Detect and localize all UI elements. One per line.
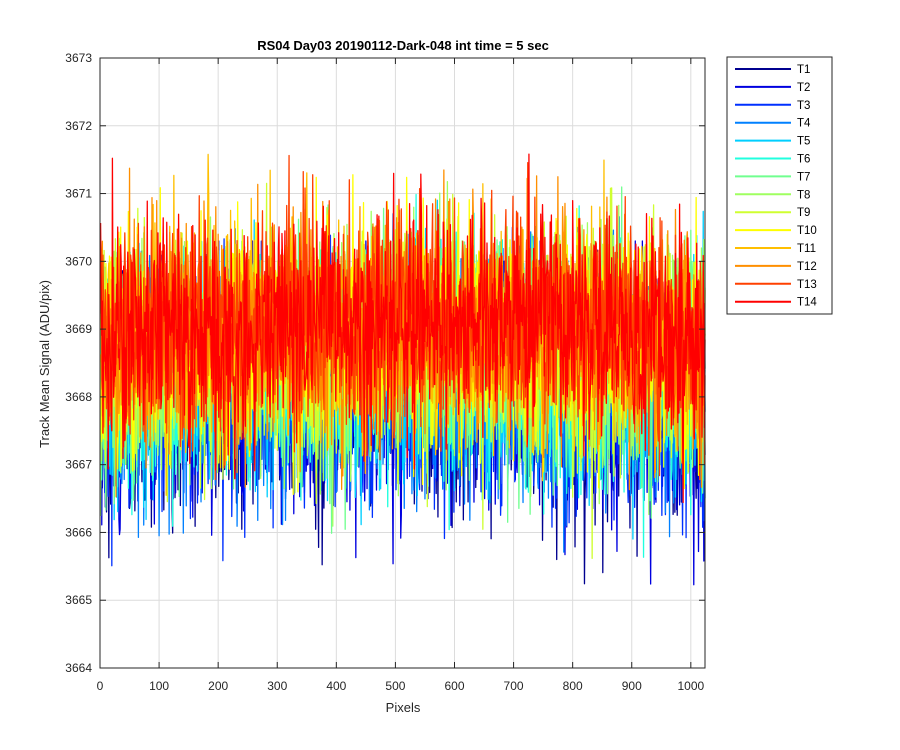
x-tick-label: 900 — [622, 679, 642, 693]
x-tick-label: 0 — [97, 679, 104, 693]
x-tick-label: 300 — [267, 679, 287, 693]
y-tick-label: 3664 — [65, 661, 92, 675]
y-axis-label: Track Mean Signal (ADU/pix) — [37, 280, 52, 448]
legend-label-t12: T12 — [797, 261, 817, 273]
legend-label-t11: T11 — [797, 243, 816, 255]
x-tick-label: 700 — [504, 679, 524, 693]
legend-label-t14: T14 — [797, 297, 817, 309]
y-tick-label: 3665 — [65, 593, 92, 607]
legend-label-t6: T6 — [797, 154, 810, 166]
axis-ticks — [99, 57, 705, 669]
legend-label-t13: T13 — [797, 279, 817, 291]
axes-box — [99, 57, 706, 669]
legend-label-t7: T7 — [797, 171, 810, 183]
y-tick-label: 3671 — [65, 187, 92, 201]
legend-label-t8: T8 — [797, 189, 810, 201]
legend-label-t5: T5 — [797, 136, 810, 148]
legend-label-t2: T2 — [797, 82, 810, 94]
y-tick-label: 3667 — [65, 458, 92, 472]
y-tick-label: 3670 — [65, 254, 92, 268]
y-tick-label: 3666 — [65, 525, 92, 539]
y-tick-label: 3669 — [65, 322, 92, 336]
x-tick-label: 1000 — [677, 679, 704, 693]
legend-box — [726, 56, 833, 315]
legend-label-t10: T10 — [797, 225, 817, 237]
x-tick-label: 800 — [563, 679, 583, 693]
series-group — [99, 153, 706, 586]
x-tick-label: 100 — [149, 679, 169, 693]
x-tick-label: 400 — [326, 679, 346, 693]
x-axis-tick-labels: 0 100 200 300 400 500 600 700 800 900 1000 — [97, 679, 705, 693]
legend-label-t9: T9 — [797, 207, 810, 219]
y-tick-label: 3673 — [65, 51, 92, 65]
y-tick-label: 3668 — [65, 390, 92, 404]
x-tick-label: 500 — [385, 679, 405, 693]
legend: T1 T2 T3 T4 T5 T6 T7 T8 T9 T10 T11 T12 T13 T14 — [726, 56, 833, 315]
legend-items: T1 T2 T3 T4 T5 T6 T7 T8 T9 T10 T11 T12 T13 T14 — [735, 64, 817, 309]
plot-area — [99, 57, 706, 669]
y-tick-label: 3672 — [65, 119, 92, 133]
chart-title: RS04 Day03 20190112-Dark-048 int time = … — [257, 38, 549, 53]
series-line-t14 — [99, 153, 706, 504]
legend-label-t4: T4 — [797, 118, 811, 130]
x-axis-label: Pixels — [386, 700, 421, 715]
legend-label-t1: T1 — [797, 64, 810, 76]
y-axis-tick-labels: 3664 3665 3666 3667 3668 3669 3670 3671 3672 3673 — [65, 51, 92, 675]
x-tick-label: 200 — [208, 679, 228, 693]
legend-label-t3: T3 — [797, 100, 810, 112]
x-tick-label: 600 — [444, 679, 464, 693]
